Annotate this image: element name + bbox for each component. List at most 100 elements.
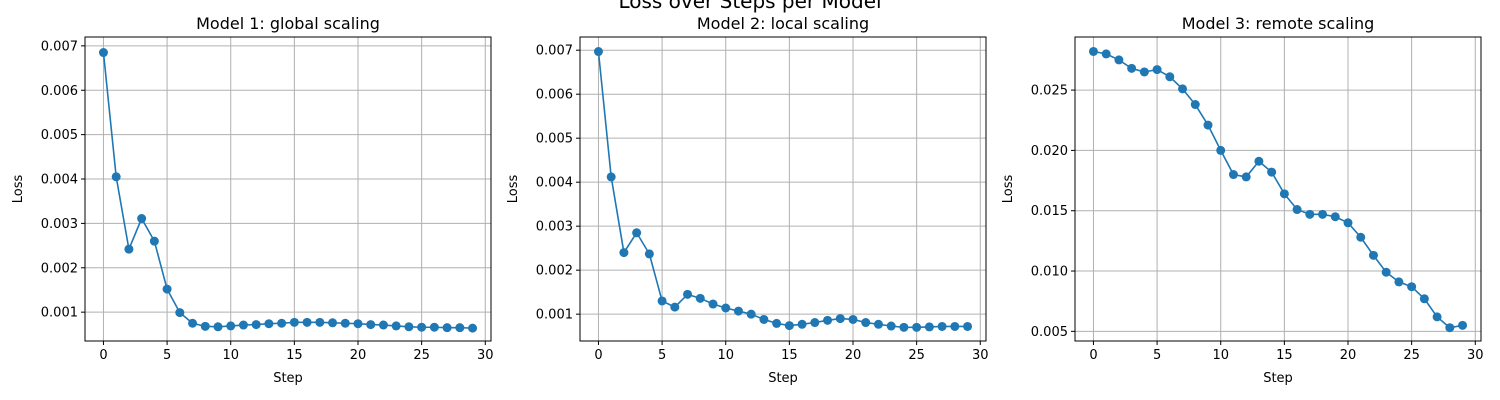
data-point: [1190, 100, 1200, 110]
data-point: [873, 319, 883, 329]
x-tick-label: 0: [594, 348, 602, 363]
y-tick-label: 0.007: [536, 44, 573, 59]
x-tick-label: 10: [717, 348, 734, 363]
data-point: [1458, 320, 1468, 330]
series-line: [597, 51, 968, 329]
data-point: [1356, 232, 1366, 242]
data-point: [721, 303, 731, 313]
data-point: [1203, 120, 1213, 130]
data-point: [124, 244, 134, 254]
data-point: [937, 321, 947, 331]
data-point: [644, 249, 654, 259]
data-point: [264, 319, 274, 329]
data-point: [670, 302, 680, 312]
x-tick-label: 5: [1153, 348, 1161, 363]
data-point: [1254, 156, 1264, 166]
data-point: [1330, 212, 1340, 222]
x-tick-label: 0: [1089, 348, 1097, 363]
data-point: [899, 322, 909, 332]
data-point: [404, 322, 414, 332]
x-tick-label: 20: [845, 348, 862, 363]
data-point: [810, 318, 820, 328]
data-point: [468, 323, 478, 333]
data-point: [417, 322, 427, 332]
data-point: [1114, 55, 1124, 65]
y-tick-label: 0.001: [536, 308, 573, 323]
plot-title: Model 2: local scaling: [697, 14, 869, 33]
data-point: [1279, 189, 1289, 199]
x-tick-label: 5: [658, 348, 666, 363]
data-point: [1318, 209, 1328, 219]
data-point: [1088, 46, 1098, 56]
data-point: [1394, 277, 1404, 287]
data-point: [1152, 65, 1162, 75]
y-tick-label: 0.001: [41, 306, 78, 321]
data-point: [1228, 170, 1238, 180]
data-point: [683, 289, 693, 299]
data-point: [797, 319, 807, 329]
data-point: [340, 318, 350, 328]
data-point: [1343, 218, 1353, 228]
x-tick-label: 10: [1212, 348, 1229, 363]
y-tick-label: 0.005: [536, 132, 573, 147]
x-tick-label: 15: [286, 348, 303, 363]
y-tick-label: 0.002: [536, 264, 573, 279]
data-point: [950, 321, 960, 331]
y-tick-label: 0.025: [1031, 84, 1068, 99]
data-point: [1267, 167, 1277, 177]
data-point: [175, 308, 185, 318]
data-point: [619, 248, 629, 258]
plot-panel-1: 0 5 10 15 20 25 30 0.001 0.002 0.003 0.004 0.005 0.0…: [11, 14, 494, 386]
x-tick-label: 30: [1467, 348, 1484, 363]
series-line: [102, 52, 473, 329]
data-point: [391, 321, 401, 331]
x-tick-label: 30: [972, 348, 989, 363]
data-point: [695, 293, 705, 303]
plot-frame: [1074, 36, 1482, 342]
data-point: [1139, 67, 1149, 77]
data-point: [1216, 145, 1226, 155]
data-point: [1305, 209, 1315, 219]
x-tick-label: 25: [413, 348, 430, 363]
data-point: [289, 317, 299, 327]
data-point: [1381, 267, 1391, 277]
data-point: [848, 314, 858, 324]
data-point: [226, 321, 236, 331]
plot-title: Model 3: remote scaling: [1182, 14, 1375, 33]
data-point: [1419, 294, 1429, 304]
data-point: [455, 323, 465, 333]
data-point: [302, 317, 312, 327]
data-point: [353, 319, 363, 329]
data-point: [606, 172, 616, 182]
y-tick-label: 0.006: [41, 84, 78, 99]
y-tick-label: 0.004: [536, 176, 573, 191]
x-tick-label: 20: [1340, 348, 1357, 363]
data-point: [912, 322, 922, 332]
data-point: [162, 284, 172, 294]
data-point: [886, 321, 896, 331]
x-tick-label: 15: [1276, 348, 1293, 363]
data-point: [1165, 72, 1175, 82]
data-point: [835, 314, 845, 324]
data-point: [963, 321, 973, 331]
x-tick-label: 25: [1403, 348, 1420, 363]
data-point: [733, 306, 743, 316]
y-tick-label: 0.003: [536, 220, 573, 235]
data-point: [328, 318, 338, 328]
y-tick-label: 0.010: [1031, 265, 1068, 280]
x-tick-label: 30: [477, 348, 494, 363]
x-tick-label: 20: [350, 348, 367, 363]
data-point: [924, 322, 934, 332]
y-axis-label: Loss: [1001, 175, 1016, 204]
data-point: [1368, 250, 1378, 260]
data-point: [784, 321, 794, 331]
data-point: [213, 322, 223, 332]
data-point: [200, 321, 210, 331]
plot-title: Model 1: global scaling: [196, 14, 380, 33]
x-axis-label: Step: [273, 371, 303, 386]
data-point: [1101, 49, 1111, 59]
y-tick-label: 0.006: [536, 88, 573, 103]
y-axis-label: Loss: [11, 175, 26, 204]
data-point: [823, 315, 833, 325]
